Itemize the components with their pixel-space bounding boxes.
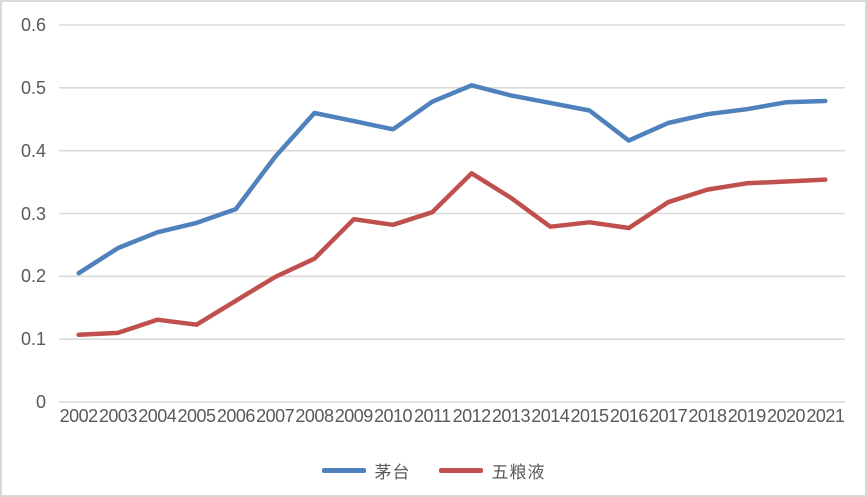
y-axis-tick-label: 0.4 [20, 140, 46, 161]
x-axis-tick-label: 2019 [727, 406, 767, 426]
x-axis-tick-label: 2018 [688, 406, 727, 426]
y-axis-tick-label: 0.3 [20, 203, 46, 224]
x-axis-tick-label: 2004 [138, 406, 177, 426]
legend-item-wuliangye: 五粮液 [438, 458, 546, 483]
series-line-1 [76, 171, 828, 338]
x-axis-tick-label: 2011 [413, 406, 451, 426]
y-axis-tick-label: 0.1 [20, 329, 46, 350]
x-axis-tick-label: 2005 [177, 406, 217, 426]
x-axis-tick-label: 2016 [609, 406, 649, 426]
x-axis-tick-label: 2017 [649, 406, 688, 426]
x-axis-tick-label: 2020 [767, 406, 806, 426]
y-axis-tick-label: 0.5 [20, 77, 46, 98]
series-line-0 [76, 83, 828, 276]
x-axis-tick-label: 2013 [491, 406, 531, 426]
legend-label-wuliangye: 五粮液 [491, 463, 546, 482]
x-axis-tick-label: 2021 [806, 406, 845, 426]
x-axis-tick-label: 2003 [98, 406, 138, 426]
legend-item-maotai: 茅台 [321, 458, 411, 483]
x-axis-tick-label: 2008 [295, 406, 334, 426]
y-axis-tick-label: 0.6 [20, 15, 46, 35]
y-axis-tick-label: 0.2 [20, 266, 46, 287]
x-axis-tick-label: 2010 [374, 406, 413, 426]
x-axis-tick-label: 2014 [531, 406, 570, 426]
x-axis-tick-label: 2002 [59, 406, 99, 426]
legend-swatch-wuliangye [438, 468, 483, 473]
x-axis-tick-label: 2006 [216, 406, 256, 426]
x-axis-tick-label: 2015 [570, 406, 610, 426]
x-axis-tick-label: 2007 [256, 406, 295, 426]
x-axis-tick-label: 2012 [452, 406, 492, 426]
y-axis-tick-label: 0 [35, 392, 46, 412]
legend-label-maotai: 茅台 [374, 463, 411, 482]
legend: 茅台 五粮液 [2, 458, 865, 483]
legend-swatch-maotai [321, 468, 366, 473]
x-axis-tick-label: 2009 [334, 406, 374, 426]
